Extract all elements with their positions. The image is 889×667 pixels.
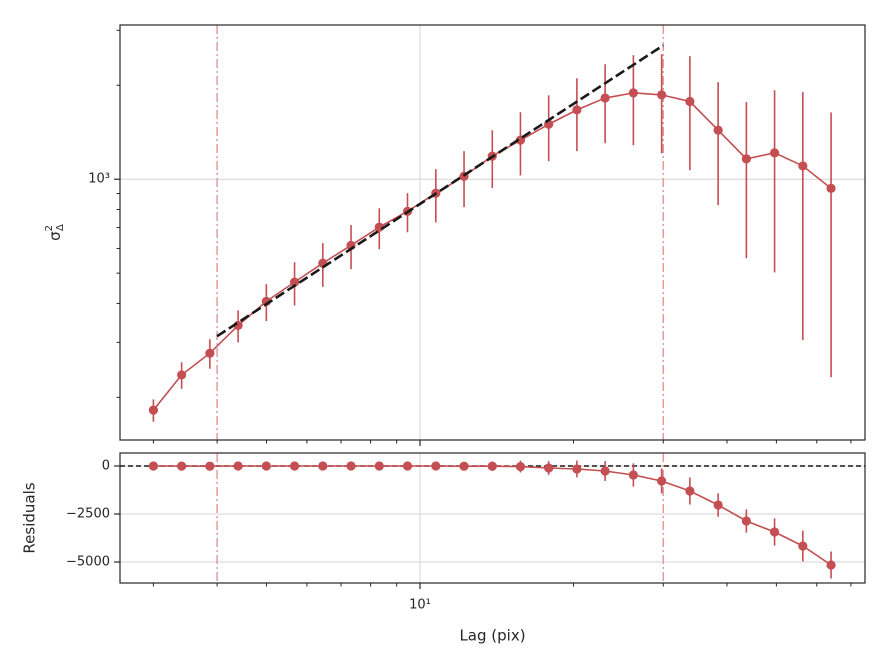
plot-frame	[119, 452, 866, 584]
data-point	[741, 154, 751, 164]
data-point	[741, 516, 751, 526]
y-tick-label: −2500	[66, 506, 110, 521]
data-point	[600, 93, 610, 103]
data-point	[572, 464, 582, 474]
data-point	[713, 500, 723, 510]
data-point	[769, 148, 780, 158]
data-point	[544, 463, 554, 473]
data-point	[826, 560, 836, 570]
y-axis-label: σ2Δ	[44, 224, 66, 241]
data-point	[798, 541, 808, 551]
data-point	[374, 461, 384, 471]
y-tick-label: 10³	[88, 172, 110, 187]
data-point	[657, 90, 667, 100]
x-axis-label: Lag (pix)	[459, 627, 525, 645]
data-point	[318, 461, 328, 471]
data-point	[487, 461, 497, 471]
data-point	[657, 476, 667, 486]
data-point	[769, 527, 780, 537]
data-point	[713, 125, 723, 135]
data-point	[205, 461, 215, 471]
data-point	[685, 96, 695, 107]
x-tick-label: 10¹	[409, 598, 431, 613]
data-point	[205, 348, 215, 358]
data-point	[628, 88, 638, 98]
y-axis-label-sup: 2	[44, 225, 55, 231]
data-point	[798, 161, 808, 171]
data-point	[148, 461, 158, 471]
data-point	[177, 370, 187, 380]
data-point	[346, 461, 356, 471]
data-point	[233, 461, 243, 471]
data-point	[515, 461, 526, 472]
data-point	[289, 461, 300, 471]
data-point	[572, 105, 582, 115]
data-point	[148, 405, 158, 415]
plot-frame	[119, 24, 866, 441]
data-point	[600, 466, 610, 476]
fit-line	[216, 44, 664, 338]
data-point	[628, 470, 638, 480]
data-point	[431, 461, 441, 471]
data-point	[177, 461, 187, 471]
data-point	[685, 486, 695, 496]
y-axis-label-sub: Δ	[55, 224, 66, 231]
data-line	[153, 465, 832, 566]
data-point	[402, 461, 413, 471]
y-tick-label: 0	[102, 458, 110, 473]
data-point	[261, 461, 271, 471]
data-point	[826, 183, 836, 193]
y-axis-label: Residuals	[21, 482, 39, 553]
y-tick-label: −5000	[66, 554, 110, 569]
data-point	[289, 277, 300, 287]
data-point	[459, 461, 469, 471]
y-axis-label-symbol: σ	[46, 231, 64, 241]
